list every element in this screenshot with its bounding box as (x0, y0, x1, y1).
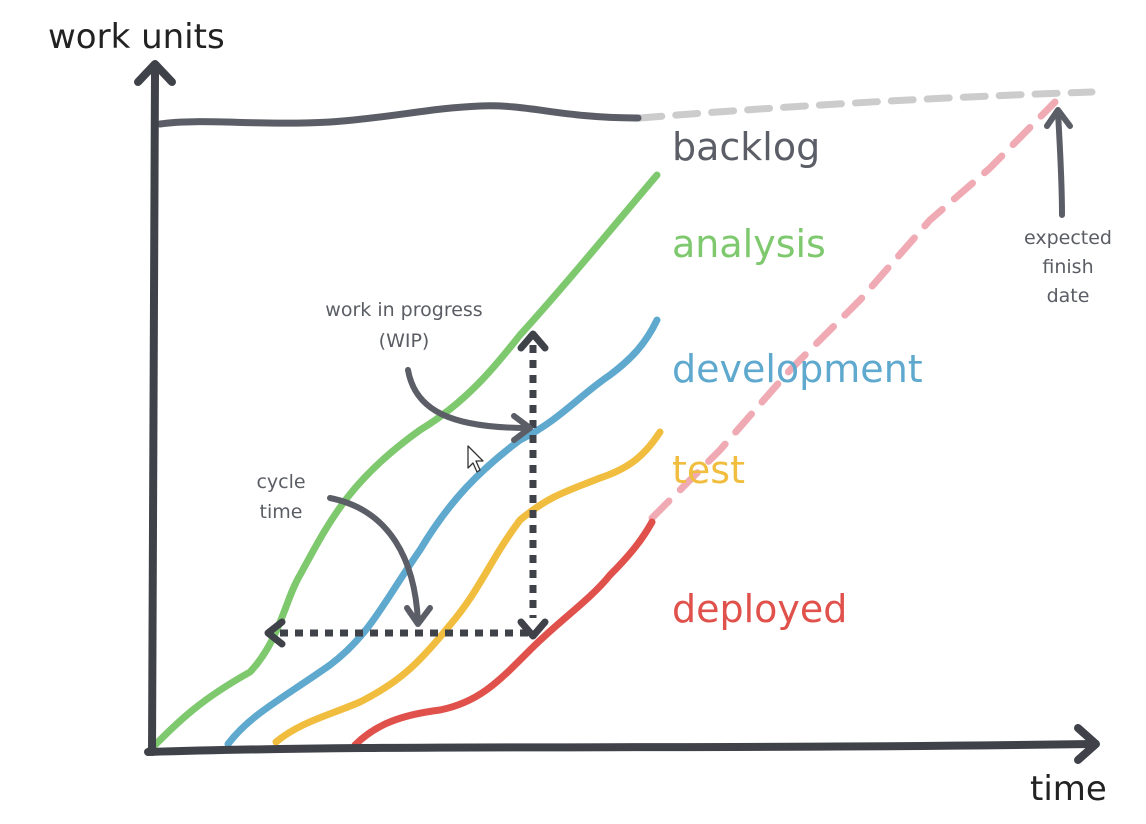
y-axis-label: work units (48, 17, 225, 57)
development-line (224, 316, 661, 748)
deployed-label: deployed (672, 587, 847, 631)
wip-pointer-arrow (405, 367, 531, 431)
deployed-projection-line (648, 98, 1059, 522)
cycle-time-note-line-1: cycle (256, 471, 305, 493)
expected-finish-note-line-1: expected (1024, 227, 1112, 249)
cycle-time-note-line-2: time (260, 501, 303, 523)
expected-finish-note-line-2: finish (1042, 256, 1093, 278)
cycle-time-pointer-arrowhead (404, 605, 433, 627)
wip-note-line-1: work in progress (325, 299, 482, 321)
backlog-projection-line (636, 88, 1096, 122)
wip-marker-bottom-arrowhead (517, 618, 549, 640)
analysis-label: analysis (672, 222, 826, 266)
wip-marker-top-arrowhead (517, 330, 549, 352)
x-axis (144, 740, 1096, 756)
analysis-line (146, 171, 661, 754)
test-line (272, 428, 664, 746)
x-axis-arrowhead (1074, 724, 1100, 764)
expected-finish-pointer-arrowhead (1044, 107, 1073, 129)
deployed-line (351, 518, 656, 749)
test-label: test (672, 448, 745, 492)
wip-pointer-arrowhead (511, 413, 533, 443)
wip-note-line-2: (WIP) (379, 330, 430, 352)
y-axis (148, 66, 159, 756)
x-axis-label: time (1030, 769, 1107, 809)
cycle-time-pointer-arrow (327, 495, 421, 625)
cycle-time-marker-left-arrowhead (264, 618, 286, 648)
backlog-line (156, 102, 642, 128)
expected-finish-note-line-3: date (1047, 285, 1090, 307)
expected-finish-pointer-arrow (1055, 109, 1065, 218)
backlog-label: backlog (672, 125, 820, 169)
y-axis-arrowhead (134, 60, 176, 86)
development-label: development (672, 347, 923, 391)
mouse-cursor-icon (467, 445, 484, 473)
